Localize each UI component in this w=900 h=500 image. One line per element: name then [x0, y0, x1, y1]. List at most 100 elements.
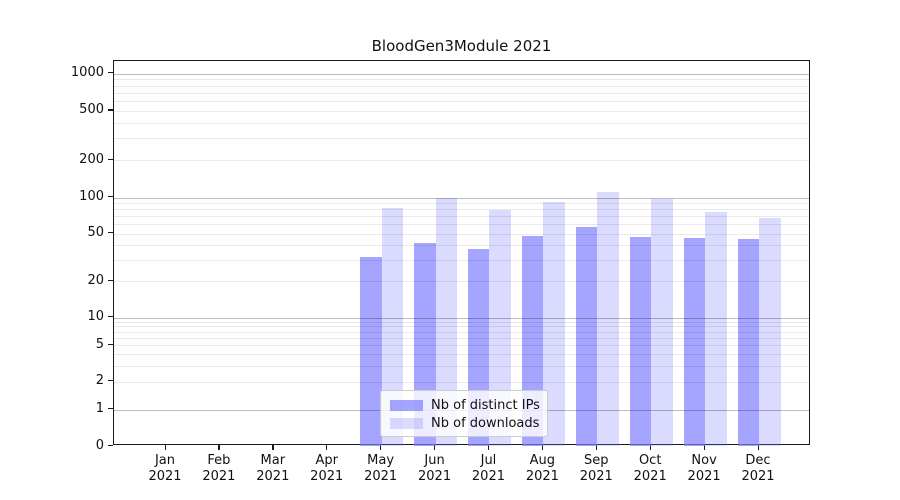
y-gridline-minor — [114, 354, 809, 356]
plot-area — [113, 60, 810, 446]
x-tick-label: Jun 2021 — [403, 453, 467, 485]
x-tick-month: Jan — [154, 453, 176, 468]
y-gridline-minor — [114, 79, 809, 81]
bar-distinct-ips-dec-2021 — [737, 239, 759, 446]
bar-downloads-oct-2021 — [651, 199, 673, 446]
y-tick-label: 2 — [95, 373, 104, 389]
x-tick-month: May — [367, 453, 395, 468]
y-gridline-minor — [114, 245, 809, 247]
y-gridline-minor — [114, 381, 809, 383]
y-tick-label: 0 — [95, 437, 104, 453]
y-gridline-minor — [114, 345, 809, 347]
y-gridline-minor — [114, 224, 809, 226]
bar-distinct-ips-nov-2021 — [683, 237, 706, 446]
y-gridline-minor — [114, 101, 809, 102]
bar-downloads-aug-2021 — [543, 202, 565, 446]
x-tick-mark — [649, 445, 651, 450]
y-tick-mark — [108, 109, 113, 111]
y-gridline-major — [114, 197, 809, 199]
y-gridline-minor — [114, 85, 809, 87]
y-tick-label: 5 — [95, 336, 104, 352]
x-tick-year: 2021 — [471, 469, 505, 484]
x-tick-year: 2021 — [364, 469, 398, 484]
x-tick-mark — [703, 445, 705, 450]
y-gridline-minor — [114, 233, 809, 235]
x-tick-label: Mar 2021 — [241, 453, 305, 485]
bar-distinct-ips-oct-2021 — [629, 236, 652, 446]
x-tick-label: Nov 2021 — [672, 453, 736, 485]
y-tick-label: 100 — [79, 189, 104, 204]
y-tick-label: 50 — [87, 225, 104, 241]
x-tick-label: Aug 2021 — [510, 453, 574, 485]
y-gridline-minor — [114, 138, 809, 140]
x-tick-mark — [541, 445, 544, 450]
legend-label-distinct-ips: Nb of distinct IPs — [431, 397, 540, 413]
x-tick-mark — [380, 445, 382, 450]
bar-distinct-ips-may-2021 — [360, 256, 382, 446]
x-tick-mark — [218, 445, 220, 450]
y-tick-label: 10 — [87, 309, 104, 324]
legend-swatch-distinct-ips — [390, 399, 423, 411]
bar-downloads-dec-2021 — [759, 217, 781, 446]
x-tick-mark — [164, 445, 166, 450]
legend: Nb of distinct IPs Nb of downloads — [380, 390, 548, 437]
bar-downloads-jun-2021 — [435, 197, 458, 446]
x-tick-year: 2021 — [148, 469, 182, 484]
y-tick-label: 20 — [87, 272, 104, 288]
x-tick-mark — [757, 445, 759, 450]
x-tick-label: Feb 2021 — [187, 453, 251, 485]
y-gridline-minor — [114, 337, 809, 339]
x-tick-year: 2021 — [579, 469, 613, 484]
x-tick-mark — [595, 445, 597, 450]
y-tick-label: 500 — [79, 102, 104, 118]
bar-downloads-may-2021 — [381, 207, 404, 446]
y-gridline-minor — [114, 122, 809, 124]
y-tick-mark — [108, 316, 113, 318]
legend-row-distinct-ips: Nb of distinct IPs — [390, 396, 540, 414]
x-tick-year: 2021 — [256, 469, 290, 484]
y-gridline-minor — [114, 321, 809, 323]
x-tick-month: Sep — [584, 453, 609, 468]
y-tick-label: 1000 — [70, 65, 104, 80]
y-gridline-major — [114, 317, 809, 319]
x-tick-month: Aug — [529, 453, 556, 468]
x-tick-label: May 2021 — [349, 453, 413, 485]
y-gridline-major — [114, 73, 809, 75]
y-tick-mark — [108, 158, 113, 160]
y-gridline-minor — [114, 92, 809, 94]
bar-downloads-sep-2021 — [597, 192, 619, 446]
x-tick-mark — [326, 445, 328, 450]
y-tick-label: 1 — [95, 401, 104, 416]
x-tick-year: 2021 — [310, 469, 344, 484]
y-gridline-minor — [114, 260, 809, 262]
y-gridline-minor — [114, 365, 809, 367]
y-gridline-minor — [114, 281, 809, 283]
y-gridline-minor — [114, 331, 809, 333]
x-tick-year: 2021 — [202, 469, 236, 484]
y-gridline-minor — [114, 110, 809, 112]
y-tick-mark — [108, 408, 113, 410]
y-gridline-minor — [114, 209, 809, 211]
x-tick-mark — [272, 445, 274, 450]
y-tick-mark — [108, 444, 113, 446]
x-tick-month: Dec — [745, 453, 771, 468]
x-tick-label: Apr 2021 — [295, 453, 359, 485]
x-tick-mark — [434, 445, 436, 450]
x-tick-month: Jul — [480, 453, 497, 468]
x-tick-month: Mar — [260, 453, 286, 468]
y-tick-mark — [108, 72, 113, 74]
x-tick-label: Dec 2021 — [726, 453, 790, 485]
chart-title: BloodGen3Module 2021 — [371, 37, 552, 55]
x-tick-month: Nov — [691, 453, 717, 468]
x-tick-month: Feb — [207, 453, 231, 468]
legend-row-downloads: Nb of downloads — [390, 414, 539, 432]
x-tick-month: Apr — [315, 453, 338, 468]
x-tick-mark — [487, 445, 490, 450]
y-tick-mark — [108, 196, 113, 198]
bar-downloads-jul-2021 — [489, 209, 511, 446]
x-tick-year: 2021 — [418, 469, 452, 484]
y-gridline-minor — [114, 202, 809, 204]
x-tick-month: Oct — [638, 453, 662, 468]
x-tick-year: 2021 — [525, 469, 559, 484]
x-tick-label: Jan 2021 — [133, 453, 197, 485]
